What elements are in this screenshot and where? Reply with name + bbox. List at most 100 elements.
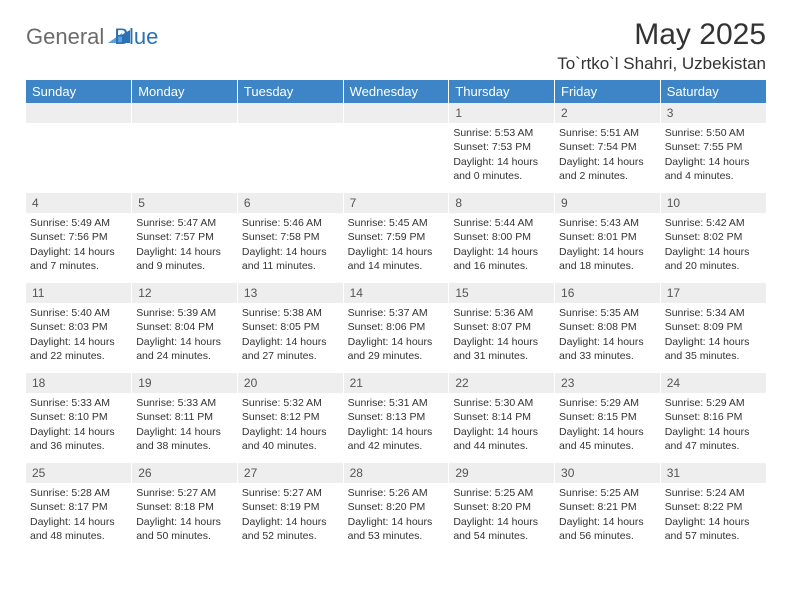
calendar-cell: 3Sunrise: 5:50 AMSunset: 7:55 PMDaylight…	[660, 103, 766, 193]
col-wednesday: Wednesday	[343, 80, 449, 103]
cell-details: Sunrise: 5:25 AMSunset: 8:21 PMDaylight:…	[559, 486, 656, 543]
sunrise-text: Sunrise: 5:27 AM	[242, 486, 339, 500]
cell-details: Sunrise: 5:30 AMSunset: 8:14 PMDaylight:…	[453, 396, 550, 453]
day-number: 23	[555, 373, 660, 393]
cell-details: Sunrise: 5:24 AMSunset: 8:22 PMDaylight:…	[665, 486, 762, 543]
sunset-text: Sunset: 8:19 PM	[242, 500, 339, 514]
daylight-text: Daylight: 14 hours and 33 minutes.	[559, 335, 656, 363]
day-number: 11	[26, 283, 131, 303]
calendar-cell: 17 Sunrise: 5:34 AMSunset: 8:09 PMDayligh…	[660, 283, 766, 373]
daylight-text: Daylight: 14 hours and 18 minutes.	[559, 245, 656, 273]
calendar-cell: 27 Sunrise: 5:27 AMSunset: 8:19 PMDayligh…	[237, 463, 343, 553]
cell-details: Sunrise: 5:26 AMSunset: 8:20 PMDaylight:…	[348, 486, 445, 543]
day-number: 17	[661, 283, 766, 303]
cell-details: Sunrise: 5:33 AMSunset: 8:10 PMDaylight:…	[30, 396, 127, 453]
day-number: 5	[132, 193, 237, 213]
sunset-text: Sunset: 8:09 PM	[665, 320, 762, 334]
calendar-cell	[26, 103, 132, 193]
calendar-cell: 18 Sunrise: 5:33 AMSunset: 8:10 PMDayligh…	[26, 373, 132, 463]
daylight-text: Daylight: 14 hours and 20 minutes.	[665, 245, 762, 273]
calendar-cell: 26 Sunrise: 5:27 AMSunset: 8:18 PMDayligh…	[132, 463, 238, 553]
sunrise-text: Sunrise: 5:26 AM	[348, 486, 445, 500]
sunset-text: Sunset: 8:02 PM	[665, 230, 762, 244]
cell-details: Sunrise: 5:39 AMSunset: 8:04 PMDaylight:…	[136, 306, 233, 363]
cell-details: Sunrise: 5:28 AMSunset: 8:17 PMDaylight:…	[30, 486, 127, 543]
day-number-empty	[26, 103, 131, 123]
daylight-text: Daylight: 14 hours and 47 minutes.	[665, 425, 762, 453]
day-number: 24	[661, 373, 766, 393]
calendar-table: Sunday Monday Tuesday Wednesday Thursday…	[26, 80, 766, 553]
daylight-text: Daylight: 14 hours and 14 minutes.	[348, 245, 445, 273]
top-bar: General Blue May 2025 To`rtko`l Shahri, …	[26, 18, 766, 74]
sunset-text: Sunset: 7:54 PM	[559, 140, 656, 154]
cell-details: Sunrise: 5:49 AMSunset: 7:56 PMDaylight:…	[30, 216, 127, 273]
day-number: 29	[449, 463, 554, 483]
cell-details: Sunrise: 5:27 AMSunset: 8:18 PMDaylight:…	[136, 486, 233, 543]
sunset-text: Sunset: 8:04 PM	[136, 320, 233, 334]
day-number: 22	[449, 373, 554, 393]
daylight-text: Daylight: 14 hours and 48 minutes.	[30, 515, 127, 543]
logo: General Blue	[26, 18, 158, 50]
daylight-text: Daylight: 14 hours and 52 minutes.	[242, 515, 339, 543]
sunrise-text: Sunrise: 5:44 AM	[453, 216, 550, 230]
day-number: 27	[238, 463, 343, 483]
day-number: 20	[238, 373, 343, 393]
daylight-text: Daylight: 14 hours and 22 minutes.	[30, 335, 127, 363]
sunrise-text: Sunrise: 5:42 AM	[665, 216, 762, 230]
calendar-cell: 7 Sunrise: 5:45 AMSunset: 7:59 PMDaylight…	[343, 193, 449, 283]
sunset-text: Sunset: 8:11 PM	[136, 410, 233, 424]
calendar-row: 25Sunrise: 5:28 AMSunset: 8:17 PMDayligh…	[26, 463, 766, 553]
location-label: To`rtko`l Shahri, Uzbekistan	[557, 54, 766, 74]
col-tuesday: Tuesday	[237, 80, 343, 103]
daylight-text: Daylight: 14 hours and 16 minutes.	[453, 245, 550, 273]
sunset-text: Sunset: 8:14 PM	[453, 410, 550, 424]
sunset-text: Sunset: 8:20 PM	[453, 500, 550, 514]
sunrise-text: Sunrise: 5:34 AM	[665, 306, 762, 320]
calendar-cell: 21Sunrise: 5:31 AMSunset: 8:13 PMDayligh…	[343, 373, 449, 463]
day-number: 26	[132, 463, 237, 483]
sunrise-text: Sunrise: 5:37 AM	[348, 306, 445, 320]
day-number: 18	[26, 373, 131, 393]
day-number: 31	[661, 463, 766, 483]
sunset-text: Sunset: 7:58 PM	[242, 230, 339, 244]
daylight-text: Daylight: 14 hours and 35 minutes.	[665, 335, 762, 363]
calendar-cell: 25Sunrise: 5:28 AMSunset: 8:17 PMDayligh…	[26, 463, 132, 553]
sunrise-text: Sunrise: 5:29 AM	[559, 396, 656, 410]
day-number: 7	[344, 193, 449, 213]
day-number: 30	[555, 463, 660, 483]
sunset-text: Sunset: 7:59 PM	[348, 230, 445, 244]
sunset-text: Sunset: 7:55 PM	[665, 140, 762, 154]
sunrise-text: Sunrise: 5:32 AM	[242, 396, 339, 410]
calendar-cell: 31 Sunrise: 5:24 AMSunset: 8:22 PMDayligh…	[660, 463, 766, 553]
day-number: 1	[449, 103, 554, 123]
sunrise-text: Sunrise: 5:29 AM	[665, 396, 762, 410]
day-number: 28	[344, 463, 449, 483]
daylight-text: Daylight: 14 hours and 56 minutes.	[559, 515, 656, 543]
sunset-text: Sunset: 7:53 PM	[453, 140, 550, 154]
sunrise-text: Sunrise: 5:45 AM	[348, 216, 445, 230]
sunset-text: Sunset: 8:12 PM	[242, 410, 339, 424]
calendar-cell: 13Sunrise: 5:38 AMSunset: 8:05 PMDayligh…	[237, 283, 343, 373]
cell-details: Sunrise: 5:33 AMSunset: 8:11 PMDaylight:…	[136, 396, 233, 453]
calendar-cell: 24Sunrise: 5:29 AMSunset: 8:16 PMDayligh…	[660, 373, 766, 463]
cell-details: Sunrise: 5:47 AMSunset: 7:57 PMDaylight:…	[136, 216, 233, 273]
daylight-text: Daylight: 14 hours and 4 minutes.	[665, 155, 762, 183]
sunrise-text: Sunrise: 5:40 AM	[30, 306, 127, 320]
sunset-text: Sunset: 8:03 PM	[30, 320, 127, 334]
daylight-text: Daylight: 14 hours and 44 minutes.	[453, 425, 550, 453]
day-number: 12	[132, 283, 237, 303]
title-block: May 2025 To`rtko`l Shahri, Uzbekistan	[557, 18, 766, 74]
sunrise-text: Sunrise: 5:39 AM	[136, 306, 233, 320]
sunset-text: Sunset: 8:08 PM	[559, 320, 656, 334]
day-number: 3	[661, 103, 766, 123]
calendar-cell: 23Sunrise: 5:29 AMSunset: 8:15 PMDayligh…	[555, 373, 661, 463]
calendar-cell: 29Sunrise: 5:25 AMSunset: 8:20 PMDayligh…	[449, 463, 555, 553]
sunrise-text: Sunrise: 5:33 AM	[136, 396, 233, 410]
sunset-text: Sunset: 8:07 PM	[453, 320, 550, 334]
sunrise-text: Sunrise: 5:30 AM	[453, 396, 550, 410]
col-monday: Monday	[132, 80, 238, 103]
cell-details: Sunrise: 5:40 AMSunset: 8:03 PMDaylight:…	[30, 306, 127, 363]
daylight-text: Daylight: 14 hours and 0 minutes.	[453, 155, 550, 183]
calendar-cell: 19Sunrise: 5:33 AMSunset: 8:11 PMDayligh…	[132, 373, 238, 463]
daylight-text: Daylight: 14 hours and 9 minutes.	[136, 245, 233, 273]
